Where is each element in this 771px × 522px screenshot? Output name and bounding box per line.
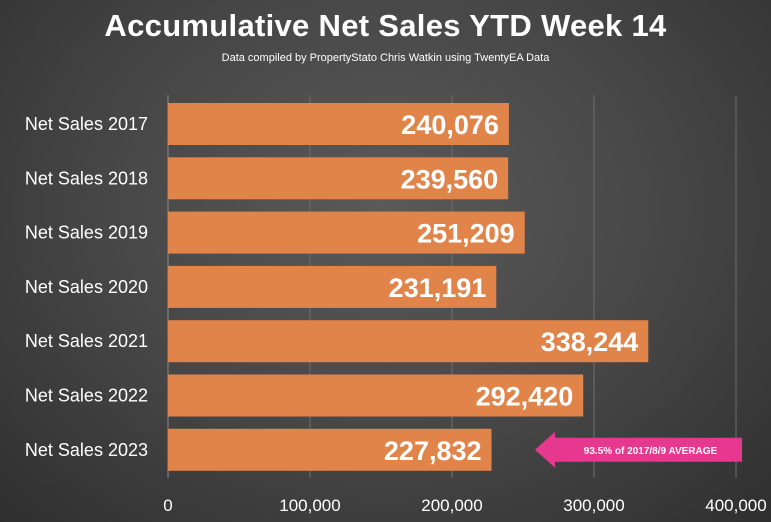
data-label: 240,076	[401, 110, 499, 140]
chart-subtitle: Data compiled by PropertyStato Chris Wat…	[221, 52, 550, 64]
data-label: 231,191	[389, 273, 487, 303]
data-label: 251,209	[417, 219, 515, 249]
x-tick-label: 400,000	[705, 496, 766, 515]
bar	[168, 374, 584, 417]
category-label: Net Sales 2020	[25, 277, 148, 297]
category-label: Net Sales 2022	[25, 386, 148, 406]
bar	[168, 211, 525, 254]
bar	[168, 265, 497, 308]
bar	[168, 103, 509, 145]
data-label: 227,832	[384, 436, 482, 466]
category-label: Net Sales 2021	[25, 331, 148, 351]
x-tick-label: 200,000	[421, 496, 482, 515]
bar	[168, 320, 649, 363]
x-tick-label: 100,000	[279, 496, 340, 515]
data-label: 239,560	[401, 164, 499, 194]
x-tick-label: 300,000	[563, 496, 624, 515]
category-label: Net Sales 2018	[25, 168, 148, 188]
category-label: Net Sales 2023	[25, 440, 148, 460]
data-label: 292,420	[476, 382, 574, 412]
data-label: 338,244	[541, 327, 639, 357]
bar	[168, 157, 509, 200]
callout-arrow	[535, 431, 742, 468]
chart-title: Accumulative Net Sales YTD Week 14	[104, 8, 667, 43]
x-tick-label: 0	[163, 496, 172, 515]
category-label: Net Sales 2019	[25, 223, 148, 243]
bar	[168, 428, 492, 471]
category-label: Net Sales 2017	[25, 114, 148, 134]
callout-label: 93.5% of 2017/8/9 AVERAGE	[584, 446, 718, 457]
